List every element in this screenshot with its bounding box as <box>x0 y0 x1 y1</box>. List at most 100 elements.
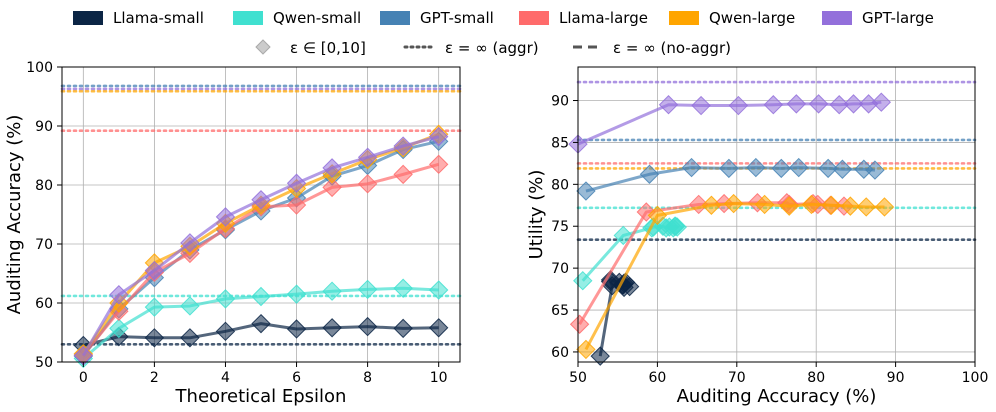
data-point-gpt-large <box>428 126 449 147</box>
legend-marker-diamond <box>255 39 271 55</box>
legend-label-qwen-large: Qwen-large <box>709 9 795 27</box>
x-tick-label: 60 <box>648 370 666 386</box>
y-axis-label: Auditing Accuracy (%) <box>4 115 25 315</box>
data-point-llama-large <box>393 164 413 185</box>
y-tick-label: 60 <box>35 296 53 312</box>
legend-label-gpt-large: GPT-large <box>862 9 934 27</box>
data-point-qwen-small <box>357 279 378 300</box>
data-point-gpt-large <box>763 95 784 115</box>
data-point-qwen-small <box>144 297 165 317</box>
data-point-gpt-small <box>576 181 596 201</box>
x-tick-label: 100 <box>962 370 989 386</box>
auditing-accuracy-vs-epsilon-chart: 0 2 4 6 8 10 50 60 70 80 90 100 Theoretical Epsilon A… <box>4 60 462 407</box>
data-point-gpt-small <box>789 157 809 178</box>
y-tick-label: 50 <box>35 355 53 371</box>
x-tick-label: 50 <box>569 370 587 386</box>
legend-label-gpt-small: GPT-small <box>420 9 494 27</box>
data-point-llama-large <box>357 174 378 194</box>
data-point-gpt-large <box>786 94 807 114</box>
data-point-gpt-small <box>681 157 702 178</box>
data-point-gpt-large <box>322 158 342 178</box>
data-point-qwen-small <box>428 280 449 300</box>
series-gpt-large <box>568 92 892 154</box>
legend-swatch-gpt-large <box>822 11 852 25</box>
y-tick-label: 90 <box>35 119 53 135</box>
legend-label-qwen-small: Qwen-small <box>273 9 361 27</box>
data-point-gpt-small <box>832 159 853 179</box>
legend-swatch-qwen-small <box>233 11 263 25</box>
data-point-qwen-small <box>180 296 200 316</box>
legend-label-llama-large: Llama-large <box>559 9 648 27</box>
x-tick-label: 0 <box>79 370 88 386</box>
data-point-gpt-small <box>639 164 660 184</box>
x-axis-label: Auditing Accuracy (%) <box>677 386 877 407</box>
plot-frame <box>61 66 461 363</box>
data-point-qwen-small <box>393 278 413 298</box>
data-point-gpt-small <box>746 157 766 178</box>
data-point-qwen-large <box>856 197 876 217</box>
data-point-llama-large <box>569 314 590 334</box>
data-point-qwen-large <box>801 194 822 215</box>
data-point-llama-large <box>428 154 449 175</box>
y-tick-label: 65 <box>551 303 569 319</box>
legend-label-llama-small: Llama-small <box>113 9 204 27</box>
data-point-qwen-small <box>613 225 633 246</box>
y-tick-label: 90 <box>551 94 569 110</box>
data-point-gpt-small <box>818 158 838 179</box>
y-tick-label: 70 <box>35 237 53 253</box>
data-point-qwen-small <box>215 289 236 309</box>
data-point-gpt-small <box>865 160 885 180</box>
x-tick-label: 70 <box>728 370 746 386</box>
legend-label-dashed: ε = ∞ (no-aggr) <box>613 39 731 57</box>
y-tick-label: 85 <box>551 135 569 151</box>
data-point-gpt-large <box>215 207 236 227</box>
data-point-gpt-large <box>871 92 892 112</box>
data-point-gpt-large <box>691 95 711 116</box>
series-qwen-small <box>73 278 449 369</box>
data-point-qwen-small <box>109 318 129 339</box>
data-point-qwen-large <box>874 197 895 217</box>
y-tick-label: 80 <box>551 177 569 193</box>
legend-label-marker: ε ∈ [0,10] <box>290 39 366 57</box>
plot-frame <box>577 66 976 363</box>
data-point-gpt-large <box>144 260 165 281</box>
x-tick-label: 4 <box>221 370 230 386</box>
data-point-gpt-large <box>829 95 849 115</box>
y-tick-label: 70 <box>551 261 569 277</box>
series-line-qwen-large <box>584 202 885 351</box>
data-point-qwen-large <box>754 194 775 215</box>
y-axis-label: Utility (%) <box>526 170 547 260</box>
x-tick-label: 10 <box>430 370 448 386</box>
y-tick-label: 60 <box>551 345 569 361</box>
x-tick-label: 6 <box>292 370 301 386</box>
y-tick-label: 75 <box>551 219 569 235</box>
data-point-qwen-small <box>665 216 685 236</box>
data-point-qwen-large <box>701 195 722 215</box>
data-point-llama-large <box>286 195 307 215</box>
x-tick-label: 80 <box>807 370 825 386</box>
data-point-llama-small <box>393 318 413 339</box>
data-point-qwen-large <box>576 339 596 360</box>
legend: Llama-small Qwen-small GPT-small Llama-larg… <box>73 9 934 57</box>
data-point-qwen-large <box>647 205 668 226</box>
data-point-gpt-large <box>393 136 413 156</box>
data-point-llama-small <box>357 316 378 337</box>
data-point-qwen-small <box>251 286 271 307</box>
data-point-gpt-large <box>728 95 749 116</box>
data-point-qwen-small <box>286 284 307 304</box>
series-gpt-small <box>576 157 885 201</box>
data-point-gpt-large <box>843 94 864 114</box>
data-point-qwen-large <box>840 196 861 216</box>
y-tick-label: 100 <box>26 60 53 76</box>
data-point-gpt-large <box>658 95 679 115</box>
data-point-qwen-large <box>779 196 799 216</box>
x-tick-label: 90 <box>887 370 905 386</box>
data-point-llama-small <box>215 321 236 342</box>
data-point-llama-small <box>322 318 342 338</box>
legend-swatch-gpt-small <box>380 11 410 25</box>
y-tick-label: 80 <box>35 178 53 194</box>
legend-swatch-llama-small <box>73 11 103 25</box>
data-point-llama-small <box>428 318 449 338</box>
data-point-gpt-large <box>808 94 829 114</box>
